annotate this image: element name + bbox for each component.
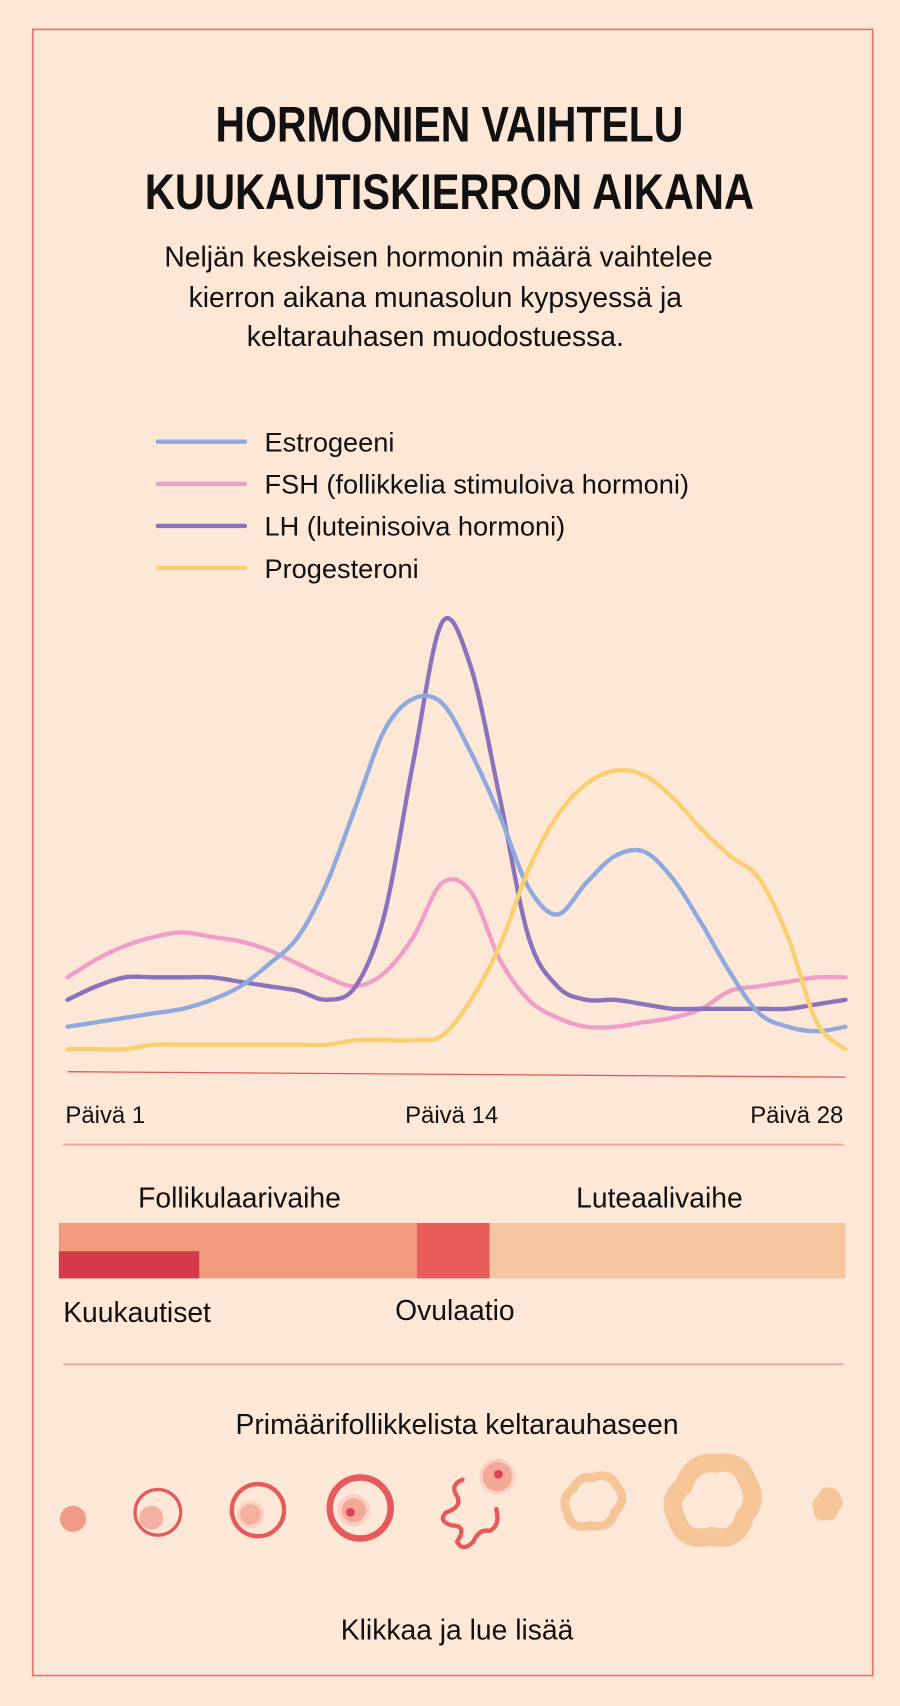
corpus-luteum-icon <box>663 1453 762 1547</box>
subtitle-line-3: keltarauhasen muodostuessa. <box>247 320 624 352</box>
x-axis-line <box>67 1071 846 1078</box>
legend-label: Estrogeeni <box>264 427 394 458</box>
ovulation-icon <box>440 1458 516 1550</box>
corpus-albicans-icon <box>812 1487 843 1521</box>
chart-legend: Estrogeeni FSH (follikkelia stimuloiva ho… <box>155 427 689 584</box>
phase-label-ovulation: Ovulaatio <box>395 1294 514 1326</box>
phase-bar-ovulation <box>416 1222 490 1279</box>
series-line-progesteroni <box>65 767 848 1052</box>
subtitle-line-2: kierron aikana munasolun kypsyessä ja <box>189 281 683 313</box>
follicle-heading: Primäärifollikkelista keltarauhaseen <box>236 1408 679 1440</box>
phase-bar-menstruation <box>58 1251 200 1279</box>
primary-follicle-icon <box>59 1505 87 1532</box>
phase-label-menstruation: Kuukautiset <box>63 1296 211 1328</box>
read-more-link[interactable]: Klikkaa ja lue lisää <box>341 1614 574 1646</box>
legend-label: FSH (follikkelia stimuloiva hormoni) <box>264 469 689 500</box>
subtitle-line-1: Neljän keskeisen hormonin määrä vaihtele… <box>164 241 712 273</box>
page-title-line-2: KUUKAUTISKIERRON AIKANA <box>145 164 754 220</box>
x-tick-label-day-14: Päivä 14 <box>405 1102 498 1129</box>
tertiary-follicle-icon <box>229 1481 287 1539</box>
page-title-line-1: HORMONIEN VAIHTELU <box>216 96 684 152</box>
phase-label-luteal: Luteaalivaihe <box>576 1182 743 1214</box>
graafian-follicle-icon <box>326 1474 394 1542</box>
series-line-fsh <box>65 876 848 1030</box>
phase-label-follicular: Follikulaarivaihe <box>138 1182 341 1214</box>
chart-plot-area <box>65 615 848 1052</box>
series-line-estrogeeni <box>65 693 848 1034</box>
legend-label: LH (luteinisoiva hormoni) <box>264 511 565 542</box>
x-tick-label-day-28: Päivä 28 <box>750 1102 843 1129</box>
secondary-follicle-icon <box>133 1487 183 1537</box>
frame-border <box>31 28 874 1677</box>
phase-bar-luteal <box>489 1222 846 1279</box>
x-tick-label-day-1: Päivä 1 <box>65 1102 145 1129</box>
legend-label: Progesteroni <box>264 553 418 584</box>
follicle-stages <box>59 1453 843 1550</box>
series-line-lh <box>65 615 848 1012</box>
corpus-luteum-forming-icon <box>560 1471 627 1531</box>
